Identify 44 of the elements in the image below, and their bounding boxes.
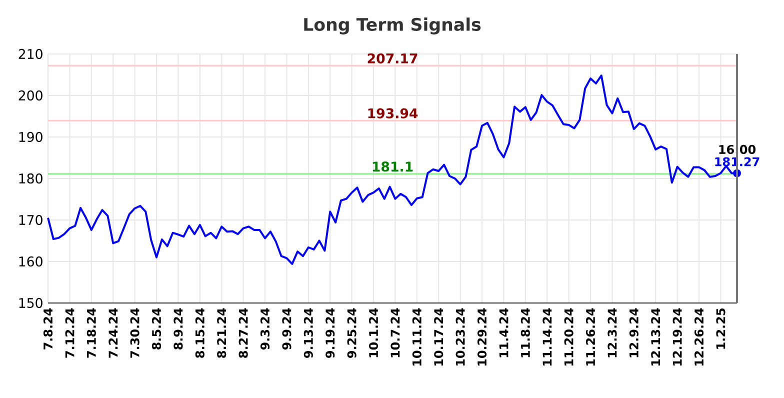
x-tick-label: 10.17.24 (434, 308, 444, 366)
x-tick-label: 11.20.24 (564, 308, 574, 366)
x-tick-label: 10.29.24 (477, 308, 487, 366)
x-tick-label: 11.8.24 (520, 308, 530, 358)
x-tick-label: 9.19.24 (326, 308, 335, 358)
x-tick-label: 10.7.24 (390, 308, 400, 358)
x-tick-label: 10.11.24 (412, 308, 422, 366)
x-tick-label: 8.27.24 (238, 308, 248, 358)
y-tick-label: 200 (18, 90, 42, 101)
x-tick-label: 7.24.24 (108, 308, 118, 358)
x-tick-label: 8.15.24 (195, 308, 204, 358)
x-tick-label: 1.2.25 (716, 308, 726, 349)
chart-title: Long Term Signals (304, 18, 481, 34)
ref-line-label: 193.94 (368, 108, 418, 118)
x-tick-label: 9.25.24 (347, 308, 356, 358)
x-tick-label: 9.13.24 (304, 308, 313, 358)
x-tick-label: 8.21.24 (217, 308, 226, 358)
y-tick-label: 190 (19, 132, 42, 142)
y-tick-label: 160 (19, 256, 42, 267)
y-tick-label: 180 (19, 173, 42, 184)
x-tick-label: 12.3.24 (608, 308, 617, 358)
x-tick-label: 10.1.24 (368, 308, 378, 358)
x-tick-label: 12.19.24 (672, 308, 682, 366)
data-label: 181.27 (715, 157, 760, 166)
y-tick-label: 150 (19, 298, 42, 308)
x-tick-label: 11.14.24 (542, 308, 552, 366)
x-tick-label: 9.3.24 (260, 308, 270, 350)
x-tick-label: 7.30.24 (130, 308, 140, 358)
x-tick-label: 12.26.24 (694, 308, 704, 366)
x-tick-label: 11.26.24 (586, 308, 596, 366)
ref-line-label: 207.17 (368, 53, 418, 64)
y-tick-label: 170 (19, 214, 42, 226)
y-tick-label: 210 (18, 48, 42, 60)
x-tick-label: 9.9.24 (282, 308, 292, 350)
x-tick-label: 7.8.24 (43, 308, 53, 350)
x-tick-label: 8.9.24 (174, 308, 183, 350)
x-tick-label: 12.9.24 (629, 308, 638, 358)
x-tick-label: 8.5.24 (152, 308, 162, 350)
x-tick-label: 11.4.24 (499, 308, 508, 358)
x-tick-label: 10.23.24 (456, 308, 465, 366)
x-tick-label: 7.12.24 (65, 308, 74, 358)
x-tick-label: 7.18.24 (86, 308, 96, 358)
x-tick-label: 12.13.24 (651, 308, 660, 366)
ref-line-label: 181.1 (372, 162, 413, 172)
